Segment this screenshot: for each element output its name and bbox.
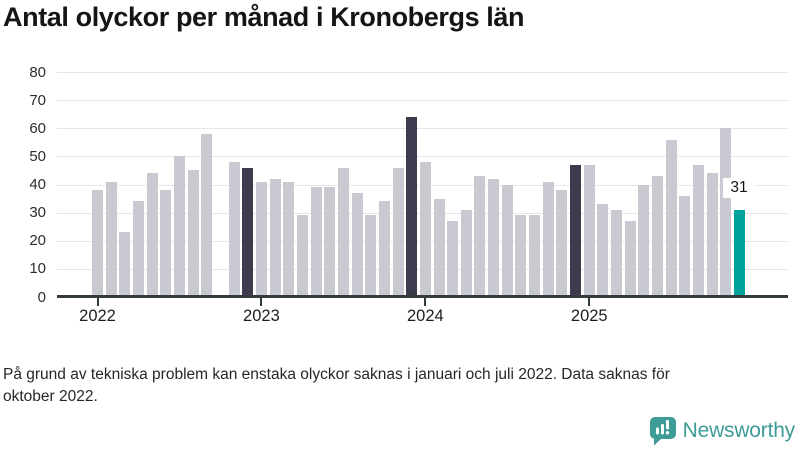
bar-2024-04 [460,209,472,297]
x-tick-label-2023: 2023 [243,307,280,325]
y-tick-label-10: 10 [29,260,46,278]
x-tick-label-2022: 2022 [79,307,116,325]
bar-2023-04 [296,215,308,297]
y-tick-label-50: 50 [29,147,46,165]
bar-2025-04 [624,221,636,297]
bar-2025-10 [706,173,718,297]
x-tick-2023 [260,298,263,306]
y-tick-label-40: 40 [29,176,46,193]
bar-2024-07 [501,184,513,297]
chart-title: Antal olyckor per månad i Kronobergs län [3,2,525,32]
bar-2022-05 [146,173,158,297]
bar-2024-08 [515,215,527,297]
bar-2023-10 [378,201,390,297]
y-tick-label-80: 80 [29,63,46,81]
bar-2024-05 [474,176,486,297]
y-tick-label-0: 0 [37,288,46,306]
bar-2023-09 [365,215,377,297]
bar-2022-01 [92,190,103,297]
y-tick-label-30: 30 [29,204,46,222]
y-tick-label-70: 70 [29,91,46,109]
bar-2022-03 [119,232,131,297]
bar-2025-03 [611,209,623,297]
bar-2024-01 [419,162,431,297]
bar-2022-02 [105,181,117,297]
gridline-y-80 [57,72,788,73]
newsworthy-logo-text: Newsworthy [682,419,796,442]
bar-2023-08 [351,192,363,297]
newsworthy-logo: Newsworthy [649,416,795,446]
gridline-y-70 [57,100,788,102]
bar-2024-12 [570,164,582,297]
bar-2022-08 [187,170,199,297]
bar-2024-02 [433,198,445,297]
bar-2023-12 [406,117,418,297]
bar-2025-11 [720,128,732,297]
bar-2023-06 [324,187,336,297]
bar-2022-06 [160,190,172,297]
bar-2025-07 [665,139,677,297]
bar-2025-02 [597,204,609,297]
bar-2022-04 [132,201,144,297]
gridline-y-50 [57,156,788,158]
bar-2024-06 [488,178,500,297]
y-tick-label-20: 20 [29,232,46,250]
x-tick-2022 [96,298,99,306]
bar-2022-11 [228,162,240,297]
bar-2023-11 [392,167,404,297]
bar-2025-01 [583,164,595,297]
bar-2025-05 [638,184,650,297]
bar-2025-08 [679,195,691,297]
bar-2022-07 [173,156,185,297]
bar-2025-09 [693,164,705,297]
bar-2023-05 [310,187,322,297]
newsworthy-bars-bubble-icon [649,417,676,446]
y-tick-label-60: 60 [29,119,46,137]
bar-2022-12 [242,167,254,297]
bar-2025-06 [652,176,664,297]
bar-2023-03 [283,181,295,297]
current-value-label: 31 [723,178,755,198]
x-tick-label-2024: 2024 [406,307,444,325]
bar-2023-02 [269,178,281,297]
gridline-y-60 [57,128,788,130]
bar-2023-07 [337,167,349,297]
bar-2024-10 [542,181,554,297]
footnote: På grund av tekniska problem kan enstaka… [3,366,670,405]
bar-2025-12 [734,209,746,297]
bar-2024-11 [556,190,568,297]
x-tick-label-2025: 2025 [570,307,608,325]
x-tick-2025 [588,298,591,306]
bar-2024-09 [529,215,541,297]
bar-2023-01 [255,181,267,297]
x-axis-line [57,295,788,298]
bar-2022-09 [201,133,213,297]
bar-2024-03 [447,221,459,297]
x-tick-2024 [424,298,427,306]
